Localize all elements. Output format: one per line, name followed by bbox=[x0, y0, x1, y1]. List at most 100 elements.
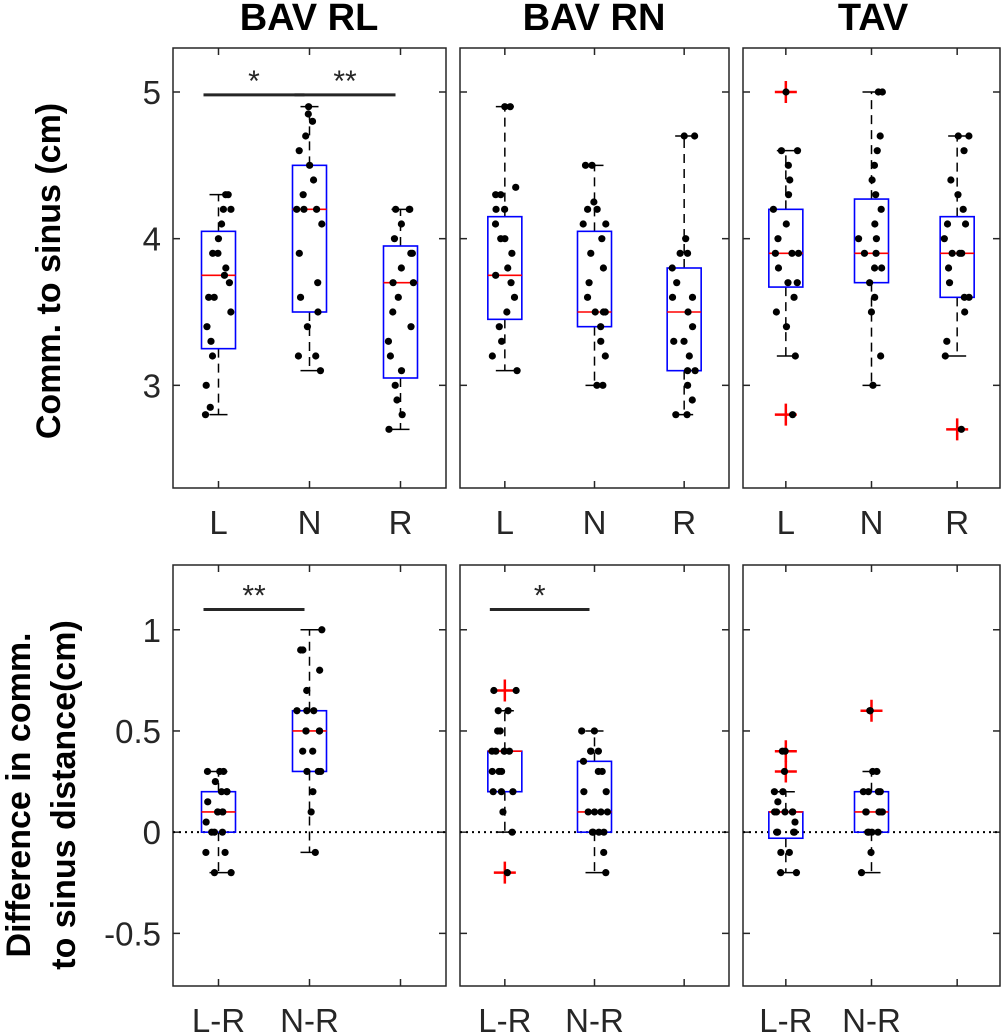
data-point bbox=[203, 767, 212, 776]
data-point bbox=[497, 767, 506, 776]
ylabel-top: Comm. to sinus (cm) bbox=[30, 103, 68, 439]
data-point bbox=[791, 818, 799, 826]
data-point bbox=[866, 707, 874, 715]
data-point bbox=[214, 235, 223, 243]
data-point bbox=[308, 117, 317, 125]
data-point bbox=[590, 198, 598, 206]
y-tick-label: 0.5 bbox=[115, 713, 161, 750]
data-point bbox=[227, 205, 235, 213]
data-point bbox=[870, 264, 879, 272]
data-point bbox=[223, 788, 231, 796]
data-point bbox=[794, 249, 803, 257]
data-point bbox=[389, 279, 397, 287]
data-point bbox=[407, 323, 415, 331]
data-point bbox=[318, 626, 326, 634]
data-point bbox=[597, 337, 605, 345]
data-point bbox=[958, 249, 966, 257]
data-point bbox=[584, 205, 592, 213]
data-point bbox=[781, 808, 789, 816]
data-point bbox=[779, 788, 787, 796]
title-tav: TAV bbox=[838, 0, 909, 39]
data-point bbox=[597, 808, 605, 816]
data-point bbox=[202, 381, 210, 389]
data-point bbox=[318, 220, 326, 228]
data-point bbox=[295, 147, 303, 155]
data-point bbox=[210, 293, 218, 301]
significance-label: ** bbox=[333, 65, 357, 98]
data-point bbox=[594, 767, 602, 776]
data-point bbox=[307, 808, 315, 816]
data-point bbox=[771, 249, 779, 257]
data-point bbox=[585, 279, 593, 287]
box-R bbox=[939, 132, 975, 441]
data-point bbox=[201, 411, 210, 419]
data-point bbox=[948, 249, 956, 257]
data-point bbox=[876, 132, 884, 140]
data-point bbox=[860, 249, 869, 257]
box-L bbox=[200, 191, 237, 419]
data-point bbox=[603, 808, 612, 816]
data-point bbox=[390, 235, 399, 243]
x-tick-label: N-R bbox=[280, 1002, 339, 1033]
panel-5: L-R N-R * bbox=[459, 564, 730, 1033]
box-N bbox=[853, 88, 890, 389]
data-point bbox=[391, 381, 399, 389]
x-tick-label: R bbox=[672, 504, 696, 541]
box-N-R bbox=[576, 727, 613, 877]
iqr-box bbox=[200, 230, 237, 350]
data-point bbox=[397, 367, 406, 375]
data-point bbox=[793, 147, 802, 155]
data-point bbox=[782, 323, 791, 331]
data-point bbox=[691, 132, 699, 140]
data-point bbox=[499, 808, 507, 816]
data-point bbox=[214, 808, 222, 816]
data-point bbox=[488, 747, 496, 755]
iqr-box bbox=[487, 215, 523, 321]
data-point bbox=[786, 176, 794, 184]
data-point bbox=[579, 220, 587, 228]
ylabel-bottom-line1: Difference in comm. bbox=[0, 633, 38, 958]
data-point bbox=[210, 828, 219, 836]
data-point bbox=[302, 132, 310, 140]
data-point bbox=[877, 205, 885, 213]
data-point bbox=[488, 767, 496, 776]
data-point bbox=[492, 191, 500, 199]
iqr-box bbox=[382, 245, 419, 379]
data-point bbox=[945, 279, 954, 287]
data-point bbox=[581, 161, 590, 169]
data-point bbox=[393, 396, 401, 404]
significance-label: ** bbox=[242, 580, 266, 613]
data-point bbox=[593, 381, 601, 389]
iqr-box bbox=[291, 709, 328, 773]
data-point bbox=[960, 293, 968, 301]
data-point bbox=[489, 788, 497, 796]
data-point bbox=[960, 147, 968, 155]
box-R bbox=[382, 205, 419, 433]
data-point bbox=[589, 828, 597, 836]
data-point bbox=[504, 264, 512, 272]
data-point bbox=[580, 788, 588, 796]
data-point bbox=[941, 352, 949, 360]
x-tick-label: R bbox=[945, 504, 969, 541]
data-point bbox=[691, 367, 699, 375]
data-point bbox=[782, 220, 790, 228]
data-point bbox=[304, 103, 313, 111]
data-point bbox=[202, 848, 210, 857]
data-point bbox=[303, 323, 312, 331]
data-point bbox=[309, 788, 317, 796]
data-point bbox=[862, 808, 870, 816]
data-point bbox=[777, 848, 785, 857]
data-point bbox=[409, 279, 418, 287]
data-point bbox=[500, 747, 508, 755]
data-point bbox=[774, 264, 783, 272]
data-point bbox=[871, 293, 879, 301]
data-point bbox=[601, 308, 609, 316]
data-point bbox=[407, 249, 415, 257]
panel-titles: BAV RL BAV RN TAV bbox=[240, 0, 909, 39]
iqr-box bbox=[291, 164, 328, 313]
data-point bbox=[508, 249, 516, 257]
data-point bbox=[506, 103, 514, 111]
box-N-R bbox=[291, 626, 328, 857]
data-point bbox=[512, 183, 520, 191]
